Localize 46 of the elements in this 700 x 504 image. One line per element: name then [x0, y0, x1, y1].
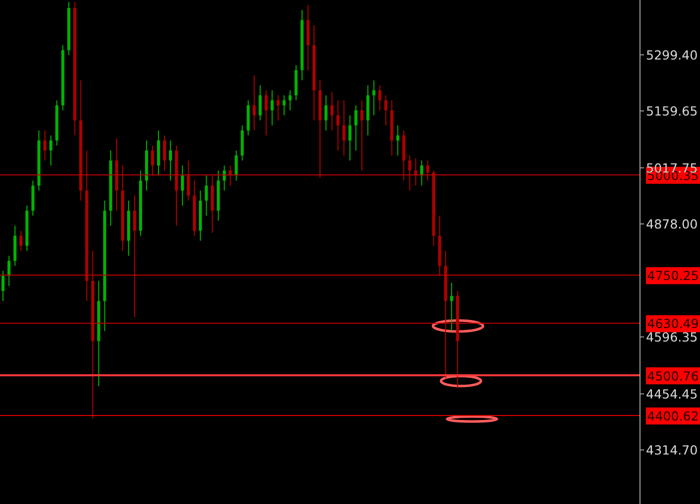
y-tick-label: 4596.35: [646, 329, 698, 344]
candlestick: [222, 165, 226, 192]
candlestick: [43, 130, 46, 162]
candlestick: [234, 150, 238, 182]
y-tick-label: 4454.45: [646, 386, 698, 402]
candlestick: [252, 74, 256, 131]
candlestick: [276, 94, 280, 121]
candlestick: [180, 165, 184, 206]
candlestick: [324, 94, 328, 131]
candlestick: [19, 230, 22, 252]
candlestick: [186, 160, 190, 202]
candlestick: [204, 175, 208, 216]
candlestick: [258, 84, 262, 121]
ref-line-label: 4500.76: [647, 368, 699, 384]
candlestick: [162, 134, 166, 172]
y-tick-label: 5299.40: [646, 47, 698, 62]
candlestick: [408, 154, 412, 192]
candlestick: [288, 90, 292, 111]
candlestick: [384, 94, 388, 126]
ref-line-label: 4630.49: [647, 316, 699, 332]
candlestick: [282, 94, 286, 116]
candlestick: [378, 84, 382, 111]
candlestick: [264, 90, 268, 136]
ref-line-label: 4750.25: [647, 268, 699, 284]
candlestick: [372, 80, 376, 116]
candlestick: [168, 140, 172, 182]
candlestick: [450, 282, 454, 332]
candlestick: [342, 100, 346, 156]
candlestick: [354, 104, 358, 151]
candlestick: [336, 100, 340, 151]
candlestick: [330, 92, 334, 131]
candlestick: [49, 134, 52, 166]
y-tick-label: 4878.00: [646, 216, 698, 232]
candlestick: [420, 160, 424, 186]
candlestick: [270, 90, 274, 126]
candlestick: [1, 270, 4, 302]
candlestick: [360, 100, 364, 172]
candlestick: [7, 255, 10, 286]
candlestick: [133, 195, 136, 318]
candlestick: [426, 160, 430, 182]
ref-line-label: 4400.62: [647, 408, 699, 424]
candlestick: [396, 124, 400, 156]
y-tick-label: 5159.65: [646, 103, 698, 118]
candlestick: [151, 144, 154, 176]
candlestick: [348, 114, 352, 162]
y-tick-label: 4314.70: [646, 442, 698, 458]
